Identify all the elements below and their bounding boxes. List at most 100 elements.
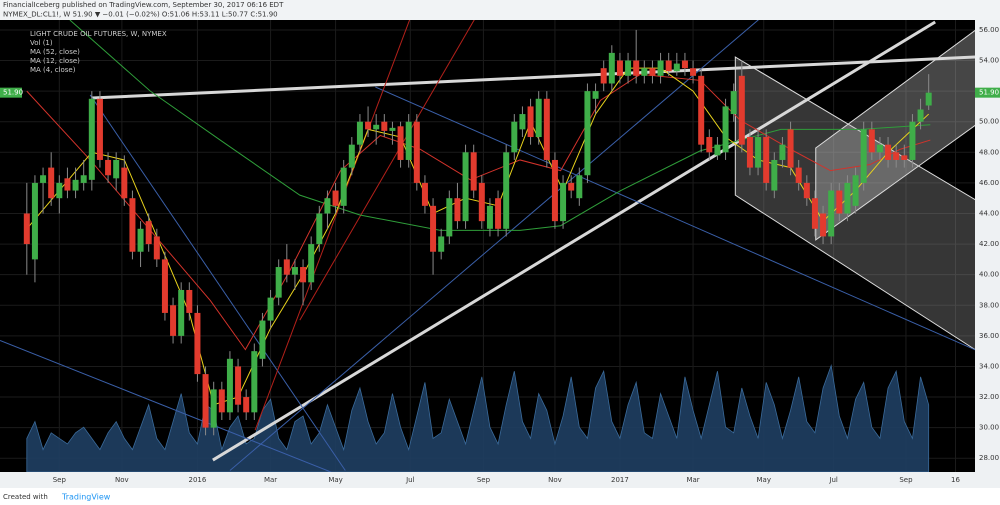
- candle-body: [649, 68, 656, 76]
- candle-body: [373, 124, 380, 130]
- candle-body: [722, 106, 729, 153]
- candle-body: [153, 236, 160, 260]
- moving-average: [26, 73, 931, 351]
- plot: [0, 20, 975, 472]
- candle-body: [405, 121, 412, 160]
- candle-body: [836, 190, 843, 214]
- candle-body: [210, 389, 217, 428]
- candle-body: [608, 52, 615, 84]
- candle-body: [503, 152, 510, 229]
- last-price-box-left: [0, 87, 22, 98]
- candle-body: [706, 137, 713, 153]
- y-tick-label: 50.00: [979, 118, 999, 126]
- candle-body: [803, 182, 810, 199]
- y-tick-label: 54.00: [979, 57, 999, 65]
- candle-body: [779, 144, 786, 160]
- candle-body: [901, 155, 908, 160]
- candle-body: [787, 129, 794, 168]
- quote: NYMEX_DL:CL1!, W 51.90 ▼ −0.01 (−0.02%) …: [3, 11, 278, 19]
- y-tick-label: 42.00: [979, 240, 999, 248]
- candle-body: [308, 244, 315, 283]
- candle-body: [478, 182, 485, 222]
- candle-body: [291, 267, 298, 275]
- x-axis-bg: [0, 472, 975, 488]
- y-tick-label: 46.00: [979, 179, 999, 187]
- candle-body: [698, 75, 705, 145]
- candle-body: [88, 98, 95, 180]
- publisher: FinancialIceberg published on TradingVie…: [3, 1, 284, 9]
- candle-body: [170, 305, 177, 336]
- candle-body: [105, 159, 112, 176]
- y-tick-label: 30.00: [979, 424, 999, 432]
- candle-body: [795, 167, 802, 183]
- y-tick-label: 48.00: [979, 148, 999, 156]
- candle-body: [381, 121, 388, 131]
- x-tick-label: 2017: [611, 476, 629, 484]
- candle-body: [267, 297, 274, 321]
- candle-body: [592, 91, 599, 99]
- candle-body: [421, 182, 428, 206]
- candle-body: [430, 205, 437, 252]
- candle-body: [714, 144, 721, 156]
- legend-entry: MA (12, close): [30, 57, 80, 65]
- candle-body: [202, 374, 209, 428]
- footer-brand: TradingView: [61, 493, 111, 502]
- x-tick-label: Sep: [53, 476, 67, 484]
- candle-body: [48, 167, 55, 199]
- candle-body: [145, 221, 152, 245]
- candle-body: [771, 159, 778, 191]
- candle-body: [259, 320, 266, 359]
- y-tick-label: 44.00: [979, 209, 999, 217]
- candle-body: [600, 68, 607, 84]
- candle-body: [633, 60, 640, 76]
- legend-entry: MA (4, close): [30, 66, 76, 74]
- candle-body: [852, 175, 859, 206]
- candle-body: [348, 144, 355, 168]
- x-tick-label: Mar: [686, 476, 699, 484]
- candle-body: [486, 205, 493, 229]
- candle-body: [80, 175, 87, 183]
- candle-body: [186, 289, 193, 313]
- legend-entry: MA (52, close): [30, 48, 80, 56]
- x-tick-label: 16: [951, 476, 960, 484]
- candle-body: [560, 182, 567, 222]
- y-tick-label: 36.00: [979, 332, 999, 340]
- candle-body: [893, 152, 900, 160]
- candle-body: [828, 190, 835, 237]
- candle-body: [844, 182, 851, 214]
- candle-body: [178, 289, 185, 336]
- candle-body: [389, 127, 396, 131]
- candle-body: [251, 351, 258, 413]
- trendline: [229, 20, 759, 471]
- candle-body: [446, 198, 453, 237]
- candle-body: [909, 121, 916, 160]
- candle-body: [56, 182, 63, 199]
- candle-body: [365, 121, 372, 130]
- candle-body: [275, 267, 282, 298]
- candle-body: [511, 121, 518, 153]
- candle-body: [495, 198, 502, 229]
- y-tick-label: 28.00: [979, 454, 999, 462]
- volume-area: [26, 364, 930, 472]
- candle-body: [64, 178, 71, 191]
- candle-body: [860, 129, 867, 183]
- candle-body: [397, 126, 404, 160]
- candle-body: [657, 60, 664, 76]
- last-price-box: [975, 87, 1000, 98]
- y-tick-label: 32.00: [979, 393, 999, 401]
- legend-entry: LIGHT CRUDE OIL FUTURES, W, NYMEX: [30, 30, 167, 38]
- candle-body: [470, 152, 477, 191]
- trendline: [375, 86, 975, 351]
- x-tick-label: Mar: [264, 476, 277, 484]
- y-tick-label: 38.00: [979, 301, 999, 309]
- x-tick-label: Jul: [828, 476, 838, 484]
- candle-body: [316, 213, 323, 245]
- trendline: [0, 339, 333, 472]
- candle-body: [161, 259, 168, 313]
- x-tick-label: May: [328, 476, 342, 484]
- candle-body: [641, 68, 648, 76]
- candle-body: [616, 60, 623, 76]
- x-tick-label: 2016: [189, 476, 207, 484]
